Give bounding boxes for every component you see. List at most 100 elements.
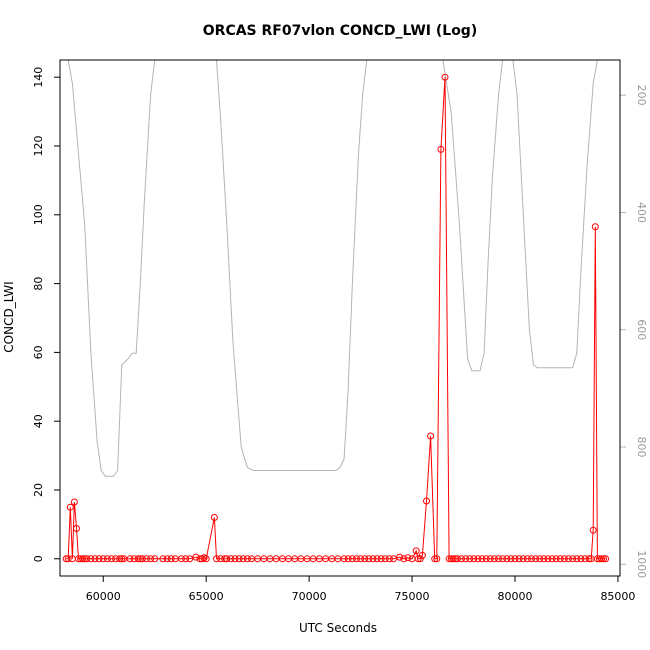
data-point: [243, 555, 251, 563]
data-point: [540, 555, 548, 563]
data-point: [377, 555, 385, 563]
data-point: [437, 145, 445, 153]
data-point: [348, 555, 356, 563]
data-point: [227, 555, 235, 563]
data-point: [577, 555, 585, 563]
data-point: [495, 555, 502, 563]
data-point: [490, 555, 498, 563]
data-point: [223, 555, 231, 563]
y-tick-label: 80: [32, 277, 45, 291]
data-point: [503, 555, 511, 563]
data-point: [385, 555, 393, 563]
data-point: [95, 555, 103, 563]
data-point: [414, 555, 422, 563]
data-point: [79, 555, 87, 563]
y2-tick-label: 800: [635, 437, 648, 458]
data-point: [400, 555, 408, 563]
data-point: [519, 555, 527, 563]
data-point: [433, 555, 441, 563]
data-point: [210, 514, 218, 521]
data-point: [478, 555, 486, 563]
data-point: [423, 497, 430, 505]
plot-frame: [59, 59, 621, 577]
data-point: [87, 555, 95, 563]
y2-tick-label: 200: [635, 85, 648, 106]
data-point: [390, 555, 397, 563]
data-point: [466, 555, 474, 563]
data-point: [453, 555, 461, 563]
data-point: [73, 525, 80, 532]
data-point: [548, 555, 556, 563]
data-point: [353, 555, 360, 563]
data-point: [91, 555, 99, 563]
data-point: [486, 555, 494, 563]
data-point: [585, 555, 593, 563]
y-axis-label: CONCD_LWI: [2, 281, 16, 352]
data-point: [143, 555, 150, 563]
data-point: [103, 555, 111, 563]
data-point: [565, 555, 572, 563]
data-point: [163, 555, 171, 563]
data-point: [70, 498, 78, 506]
data-point: [431, 555, 439, 563]
data-point: [511, 555, 519, 563]
secondary-series-line: [67, 60, 598, 477]
data-point: [83, 555, 91, 563]
x-tick-label: 65000: [189, 590, 224, 603]
data-point: [507, 555, 515, 563]
data-point: [427, 432, 435, 440]
data-point: [499, 555, 507, 563]
data-point: [340, 555, 348, 563]
data-point: [418, 551, 426, 559]
x-tick-label: 60000: [86, 590, 121, 603]
data-point: [186, 555, 194, 563]
y-tick-label: 0: [32, 555, 45, 562]
data-point: [365, 555, 373, 563]
data-point: [116, 555, 124, 563]
x-axis-label: UTC Seconds: [299, 621, 377, 635]
y-tick-label: 40: [32, 414, 45, 428]
data-point: [167, 555, 175, 563]
data-point: [182, 555, 190, 563]
data-point: [159, 555, 167, 563]
data-point: [536, 555, 544, 563]
data-point: [64, 555, 72, 563]
data-point: [373, 555, 381, 563]
data-point: [369, 555, 377, 563]
data-point: [126, 555, 134, 563]
y2-tick-label: 400: [635, 202, 648, 223]
primary-series-layer: [62, 73, 610, 563]
secondary-series-layer: [67, 60, 598, 477]
y2-tick-label: 1000: [635, 550, 648, 578]
data-point: [344, 555, 352, 563]
data-point: [556, 555, 564, 563]
y-tick-label: 120: [32, 136, 45, 157]
y-tick-label: 20: [32, 483, 45, 497]
chart-title: ORCAS RF07vlon CONCD_LWI (Log): [203, 23, 477, 39]
data-point: [138, 555, 146, 563]
y-tick-label: 140: [32, 67, 45, 88]
data-point: [118, 555, 126, 563]
data-point: [573, 555, 581, 563]
data-point: [202, 555, 210, 563]
data-point: [381, 555, 389, 563]
data-point: [602, 555, 610, 563]
data-point: [416, 555, 424, 563]
data-point: [515, 555, 523, 563]
data-point: [134, 555, 142, 563]
y-tick-label: 60: [32, 345, 45, 359]
data-point: [523, 555, 531, 563]
data-point: [66, 503, 74, 511]
data-point: [412, 547, 420, 555]
data-point: [178, 555, 185, 563]
data-point: [213, 555, 220, 563]
data-point: [600, 555, 607, 563]
data-point: [462, 555, 470, 563]
x-tick-label: 75000: [395, 590, 430, 603]
y2-tick-label: 600: [635, 319, 648, 340]
data-point: [441, 73, 449, 81]
data-point: [147, 555, 155, 563]
data-point: [235, 555, 243, 563]
x-tick-label: 80000: [498, 590, 533, 603]
